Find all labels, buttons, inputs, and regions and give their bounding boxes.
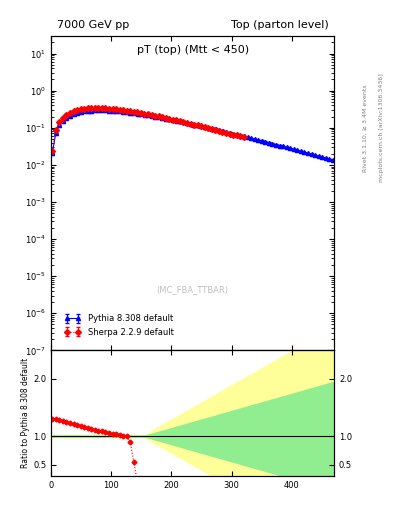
Y-axis label: Ratio to Pythia 8.308 default: Ratio to Pythia 8.308 default	[21, 358, 30, 468]
Text: Top (parton level): Top (parton level)	[231, 19, 329, 30]
Text: (MC_FBA_TTBAR): (MC_FBA_TTBAR)	[156, 285, 229, 294]
Text: mcplots.cern.ch [arXiv:1306.3436]: mcplots.cern.ch [arXiv:1306.3436]	[379, 74, 384, 182]
Legend: Pythia 8.308 default, Sherpa 2.2.9 default: Pythia 8.308 default, Sherpa 2.2.9 defau…	[61, 311, 177, 340]
Text: pT (top) (Mtt < 450): pT (top) (Mtt < 450)	[136, 45, 249, 55]
Text: 7000 GeV pp: 7000 GeV pp	[57, 19, 129, 30]
Text: Rivet 3.1.10, ≥ 3.4M events: Rivet 3.1.10, ≥ 3.4M events	[363, 84, 368, 172]
